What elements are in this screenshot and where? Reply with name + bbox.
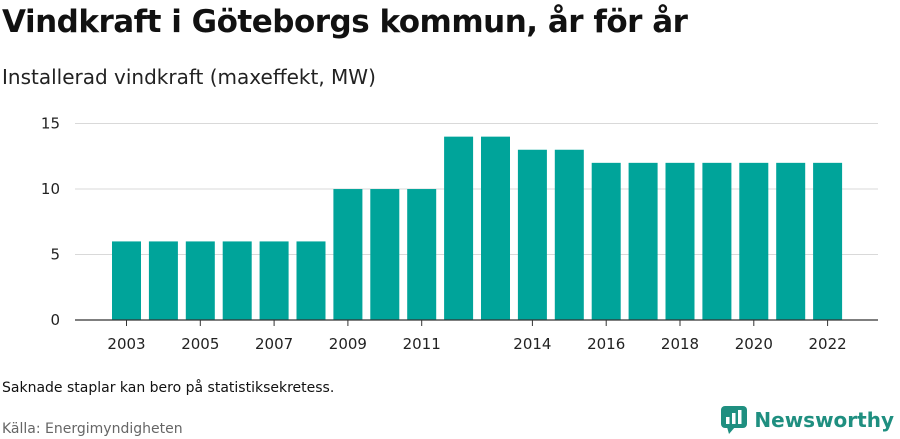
bar — [591, 162, 621, 320]
bars — [112, 136, 843, 320]
x-tick-label: 2022 — [809, 335, 847, 353]
x-tick-label: 2014 — [513, 335, 551, 353]
footnote: Saknade staplar kan bero på statistiksek… — [2, 380, 335, 396]
bar — [259, 241, 289, 320]
y-tick-label: 10 — [41, 180, 60, 198]
x-tick-label: 2003 — [107, 335, 145, 353]
chart-subtitle: Installerad vindkraft (maxeffekt, MW) — [2, 65, 376, 89]
bar — [148, 241, 178, 320]
bar — [444, 136, 474, 320]
bar — [370, 189, 400, 320]
bar — [185, 241, 215, 320]
y-axis-labels: 0 5 10 15 — [41, 115, 60, 329]
brand-name: Newsworthy — [754, 408, 894, 432]
x-tick-label: 2009 — [329, 335, 367, 353]
bar — [776, 162, 806, 320]
y-tick-label: 5 — [50, 246, 60, 264]
bar — [222, 241, 252, 320]
bar — [554, 149, 584, 320]
chart-title: Vindkraft i Göteborgs kommun, år för år — [2, 4, 688, 40]
x-tick-label: 2005 — [181, 335, 219, 353]
x-tick-label: 2018 — [661, 335, 699, 353]
bar — [481, 136, 510, 320]
y-tick-label: 15 — [41, 115, 60, 133]
bar — [702, 162, 732, 320]
x-tick-label: 2011 — [403, 335, 441, 353]
bar — [517, 149, 547, 320]
bar — [333, 189, 363, 320]
bar — [665, 162, 695, 320]
source-credit: Källa: Energimyndigheten — [2, 421, 183, 437]
brand-logo: Newsworthy — [721, 406, 894, 434]
x-tick-label: 2007 — [255, 335, 293, 353]
x-axis: 2003 2005 2007 2009 2011 2014 2016 2018 2020 2022 — [75, 319, 878, 353]
bar — [628, 162, 658, 320]
newsworthy-logo-icon — [721, 406, 748, 434]
y-tick-label: 0 — [50, 311, 60, 329]
bar — [407, 189, 437, 320]
bar — [813, 162, 843, 320]
x-tick-label: 2016 — [587, 335, 625, 353]
bar — [739, 162, 769, 320]
x-tick-label: 2020 — [735, 335, 773, 353]
bar — [112, 241, 141, 320]
bar — [296, 241, 326, 320]
